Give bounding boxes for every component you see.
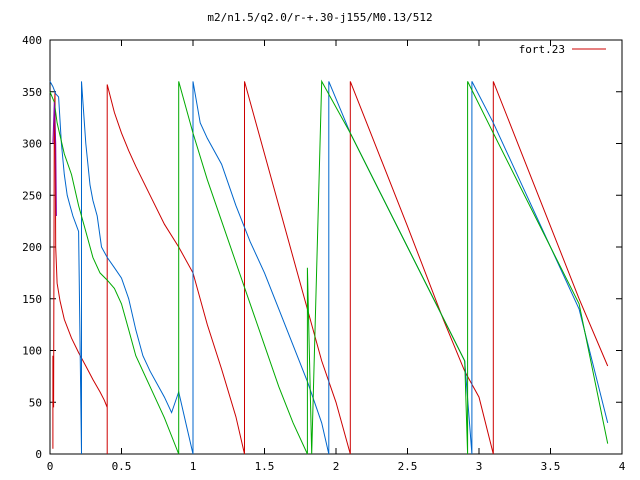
legend: fort.23: [519, 43, 606, 56]
series-line-1: [49, 81, 609, 455]
series-layer: [49, 79, 609, 455]
legend-label: fort.23: [519, 43, 565, 56]
x-tick-label: 3.5: [541, 460, 561, 473]
x-tick-label: 1: [190, 460, 197, 473]
x-axis: 0 0.5 1 1.5 2 2.5 3 3.5 4: [47, 40, 626, 473]
x-tick-label: 3: [476, 460, 483, 473]
y-tick-label: 100: [22, 345, 42, 358]
y-tick-label: 400: [22, 34, 42, 47]
y-tick-label: 350: [22, 86, 42, 99]
x-tick-label: 2: [333, 460, 340, 473]
y-tick-label: 200: [22, 241, 42, 254]
y-tick-label: 250: [22, 189, 42, 202]
series-line-3: [52, 102, 57, 217]
x-tick-label: 0.5: [112, 460, 132, 473]
y-tick-label: 300: [22, 138, 42, 151]
y-tick-label: 50: [29, 396, 42, 409]
chart-title: m2/n1.5/q2.0/r-+.30-j155/M0.13/512: [207, 11, 432, 24]
y-axis: 0 50 100 150 200 250 300 350 400: [22, 34, 622, 461]
y-tick-label: 0: [35, 448, 42, 461]
y-tick-label: 150: [22, 293, 42, 306]
series-line-2: [49, 79, 609, 455]
x-tick-label: 0: [47, 460, 54, 473]
series-line-0: [52, 81, 609, 455]
x-tick-label: 2.5: [398, 460, 418, 473]
x-tick-label: 4: [619, 460, 626, 473]
x-tick-label: 1.5: [255, 460, 275, 473]
plot-frame: [49, 39, 623, 455]
